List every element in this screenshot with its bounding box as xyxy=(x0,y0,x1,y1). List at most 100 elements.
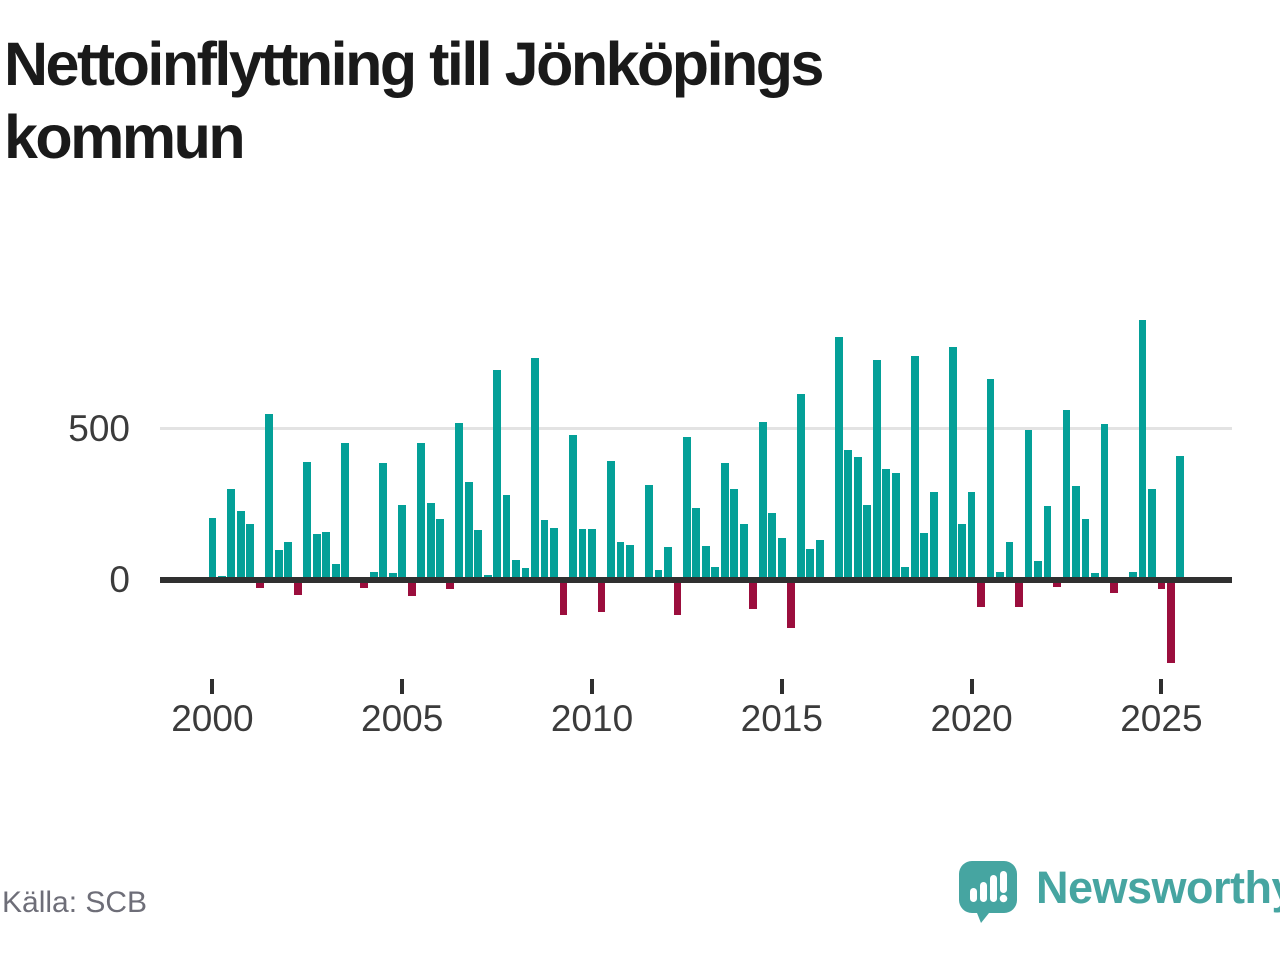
bar-2015Q4 xyxy=(806,549,815,580)
bar-2003Q2 xyxy=(331,563,340,580)
bar-2014Q3 xyxy=(758,422,767,580)
x-tick-2020 xyxy=(969,679,974,694)
bar-2004Q4 xyxy=(388,572,397,580)
bar-2006Q4 xyxy=(464,481,473,580)
bar-2005Q2 xyxy=(407,580,416,596)
bar-2006Q2 xyxy=(445,580,454,590)
bar-2002Q4 xyxy=(312,534,321,580)
bar-2017Q3 xyxy=(872,360,881,580)
bar-2003Q1 xyxy=(322,531,331,580)
bar-2012Q3 xyxy=(683,437,691,580)
bar-2016Q4 xyxy=(844,449,853,580)
bar-2011Q4 xyxy=(654,570,663,580)
bar-2007Q4 xyxy=(502,495,511,580)
bar-2007Q1 xyxy=(474,530,483,580)
bar-2021Q1 xyxy=(1005,542,1014,580)
bar-2003Q3 xyxy=(341,442,350,580)
bar-2024Q2 xyxy=(1129,572,1137,580)
brand-footer: Newsworthy xyxy=(958,860,1280,924)
bar-2016Q1 xyxy=(815,540,824,580)
bar-2009Q3 xyxy=(569,435,577,580)
x-tick-label-2025: 2025 xyxy=(1120,698,1203,739)
x-tick-2005 xyxy=(400,679,405,694)
bar-2021Q2 xyxy=(1015,580,1023,607)
bar-2004Q3 xyxy=(379,463,388,580)
source-note: Källa: SCB xyxy=(2,886,148,919)
bar-2009Q4 xyxy=(578,529,587,580)
bar-2001Q1 xyxy=(246,523,255,580)
bar-2025Q3 xyxy=(1176,455,1185,580)
bar-2017Q4 xyxy=(882,469,891,580)
y-axis-label-0: 0 xyxy=(109,559,130,600)
bar-2025Q2 xyxy=(1166,580,1175,664)
x-tick-2015 xyxy=(779,679,784,694)
bar-2001Q3 xyxy=(265,413,274,580)
bar-2000Q3 xyxy=(227,489,236,580)
bar-2015Q2 xyxy=(787,580,796,629)
bar-2001Q4 xyxy=(274,549,283,580)
bar-2006Q1 xyxy=(436,519,445,580)
bar-2018Q3 xyxy=(910,356,919,580)
bar-2013Q1 xyxy=(701,546,710,580)
bar-2010Q4 xyxy=(616,541,625,580)
bar-2023Q2 xyxy=(1091,573,1099,580)
bar-2020Q4 xyxy=(996,572,1004,580)
bar-2013Q4 xyxy=(730,489,739,580)
bar-2022Q3 xyxy=(1062,409,1071,580)
bar-2008Q3 xyxy=(531,358,539,580)
x-axis-line xyxy=(160,577,1232,583)
bar-2015Q3 xyxy=(796,393,805,580)
brand-name: Newsworthy xyxy=(1036,862,1280,913)
bar-2001Q2 xyxy=(255,580,264,588)
bar-2012Q1 xyxy=(664,546,672,580)
gridline-500 xyxy=(160,427,1232,430)
x-tick-label-2000: 2000 xyxy=(171,698,254,739)
bar-2018Q4 xyxy=(920,532,929,580)
bar-2018Q1 xyxy=(891,472,900,580)
bar-2014Q4 xyxy=(768,513,777,580)
bar-2024Q3 xyxy=(1138,319,1147,580)
bar-2018Q2 xyxy=(901,566,910,580)
bar-2010Q2 xyxy=(597,580,606,612)
x-tick-2025 xyxy=(1159,679,1164,694)
bar-2002Q2 xyxy=(293,580,302,596)
bar-2000Q4 xyxy=(236,511,245,580)
bar-2022Q1 xyxy=(1043,506,1052,580)
bar-2019Q3 xyxy=(948,346,957,580)
bar-2012Q2 xyxy=(673,580,682,616)
x-tick-2000 xyxy=(210,679,215,694)
bar-2013Q3 xyxy=(720,463,729,580)
bar-2004Q1 xyxy=(360,580,369,588)
y-axis-label-500: 500 xyxy=(68,408,130,449)
bar-2005Q1 xyxy=(398,505,407,580)
x-tick-label-2005: 2005 xyxy=(361,698,444,739)
bar-2021Q3 xyxy=(1024,429,1033,580)
bar-2020Q2 xyxy=(977,580,985,608)
x-tick-label-2020: 2020 xyxy=(930,698,1013,739)
bar-2017Q2 xyxy=(863,504,872,580)
bar-2024Q4 xyxy=(1148,489,1156,580)
bar-2004Q2 xyxy=(369,571,378,580)
bar-2006Q3 xyxy=(455,422,464,580)
bar-2002Q1 xyxy=(284,541,293,580)
bar-2019Q4 xyxy=(958,524,966,580)
bar-2009Q1 xyxy=(550,528,558,580)
bar-2014Q2 xyxy=(749,580,758,610)
bar-2023Q4 xyxy=(1110,580,1118,593)
bar-2019Q1 xyxy=(929,491,938,580)
x-tick-2010 xyxy=(590,679,594,694)
bar-2022Q2 xyxy=(1053,580,1061,588)
bar-2016Q3 xyxy=(834,337,843,580)
bar-2008Q4 xyxy=(540,519,549,580)
bar-2010Q3 xyxy=(607,461,615,580)
bar-2009Q2 xyxy=(559,580,568,616)
bar-2021Q4 xyxy=(1034,560,1042,580)
newsworthy-logo-icon xyxy=(959,861,1017,923)
bar-2005Q3 xyxy=(417,442,426,580)
bar-2015Q1 xyxy=(777,537,786,580)
bar-2012Q4 xyxy=(692,507,701,580)
bar-2010Q1 xyxy=(588,529,596,580)
chart-title: Nettoinflyttning till Jönköpings kommun xyxy=(4,30,824,172)
